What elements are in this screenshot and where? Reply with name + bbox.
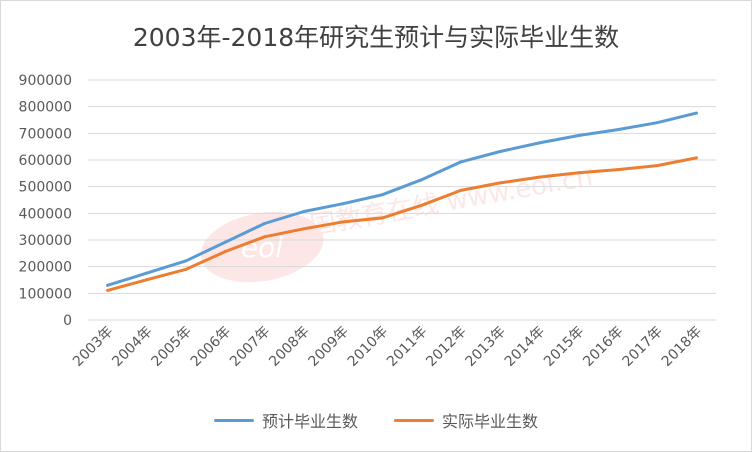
x-tick-label: 2009年	[306, 324, 352, 370]
x-tick-label: 2005年	[149, 324, 195, 370]
x-tick-label: 2011年	[384, 324, 430, 370]
data-point	[694, 156, 698, 160]
legend-swatch	[213, 418, 254, 422]
x-tick-label: 2007年	[227, 324, 273, 370]
y-tick-label: 0	[63, 313, 72, 329]
data-point	[341, 220, 345, 224]
data-point	[302, 227, 306, 231]
x-tick-label: 2003年	[70, 324, 116, 370]
data-point	[223, 240, 227, 244]
x-tick-label: 2015年	[541, 324, 587, 370]
x-tick-label: 2013年	[463, 324, 509, 370]
legend-label: 预计毕业生数	[261, 412, 358, 431]
y-tick-label: 300000	[19, 233, 72, 249]
data-point	[145, 271, 149, 275]
data-point	[184, 259, 188, 263]
x-tick-label: 2004年	[109, 324, 155, 370]
y-tick-label: 600000	[19, 153, 72, 169]
data-point	[420, 203, 424, 207]
data-point	[420, 178, 424, 182]
x-tick-label: 2008年	[266, 324, 312, 370]
y-tick-label: 800000	[19, 100, 72, 116]
y-tick-label: 400000	[19, 206, 72, 222]
data-point	[498, 181, 502, 185]
legend-item: 预计毕业生数	[213, 408, 358, 432]
legend: 预计毕业生数 实际毕业生数	[0, 408, 752, 432]
x-tick-label: 2016年	[580, 324, 626, 370]
data-point	[459, 188, 463, 192]
y-tick-label: 700000	[19, 126, 72, 142]
series-line-1	[106, 111, 698, 287]
data-point	[694, 111, 698, 115]
x-tick-label: 2010年	[345, 324, 391, 370]
chart-title: 2003年-2018年研究生预计与实际毕业生数	[132, 23, 620, 52]
data-point	[655, 121, 659, 125]
data-point	[498, 149, 502, 153]
data-point	[302, 209, 306, 213]
x-tick-label: 2006年	[188, 324, 234, 370]
data-point	[263, 221, 267, 225]
legend-label: 实际毕业生数	[442, 412, 539, 431]
data-point	[616, 168, 620, 172]
data-point	[380, 216, 384, 220]
data-point	[459, 160, 463, 164]
svg-text:eol: eol	[241, 231, 283, 264]
x-tick-label: 2012年	[423, 324, 469, 370]
data-point	[341, 202, 345, 206]
data-point	[106, 288, 110, 292]
data-point	[223, 249, 227, 253]
legend-swatch	[394, 418, 434, 422]
data-point	[577, 133, 581, 137]
data-point	[655, 164, 659, 168]
y-tick-label: 500000	[19, 180, 72, 196]
x-tick-label: 2018年	[659, 324, 705, 370]
data-point	[537, 141, 541, 145]
y-tick-label: 100000	[19, 286, 72, 302]
data-point	[380, 193, 384, 197]
y-tick-label: 200000	[19, 260, 72, 276]
data-point	[184, 267, 188, 271]
data-point	[145, 278, 149, 282]
legend-item: 实际毕业生数	[394, 408, 538, 432]
y-tick-label: 900000	[19, 73, 72, 89]
data-point	[106, 283, 110, 287]
data-point	[537, 175, 541, 179]
x-tick-label: 2014年	[502, 324, 548, 370]
data-point	[263, 235, 267, 239]
data-point	[616, 128, 620, 132]
series-line-2	[106, 156, 698, 292]
data-point	[577, 171, 581, 175]
x-tick-label: 2017年	[620, 324, 666, 370]
